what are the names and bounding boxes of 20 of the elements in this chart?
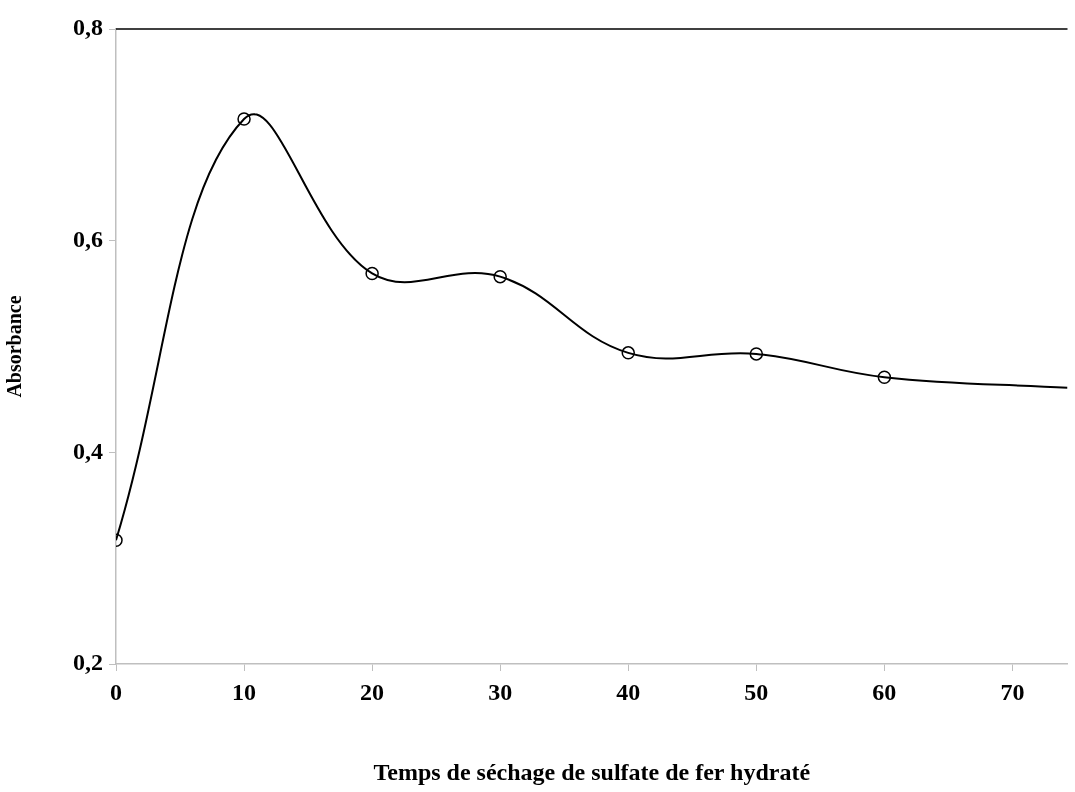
x-tick-label: 20 — [360, 678, 385, 705]
x-tick-label: 50 — [744, 678, 769, 705]
x-axis-title: Temps de séchage de sulfate de fer hydraté — [373, 758, 811, 785]
y-tick-label: 0,4 — [73, 437, 103, 464]
y-tick-label: 0,8 — [73, 14, 103, 41]
point — [877, 370, 892, 384]
point — [237, 112, 251, 126]
y-tick-label: 0,2 — [73, 649, 103, 676]
y-axis-title: Absorbance — [3, 295, 26, 398]
x-tick-label: 70 — [1000, 678, 1025, 705]
point — [493, 269, 507, 284]
x-tick-label: 40 — [616, 678, 641, 705]
point — [365, 266, 379, 281]
y-tick-label: 0,6 — [73, 225, 103, 252]
point — [621, 346, 635, 360]
x-tick-label: 60 — [872, 678, 897, 705]
x-tick-label: 10 — [232, 678, 257, 705]
x-tick-label: 0 — [110, 678, 122, 705]
point — [749, 347, 764, 361]
x-tick-label: 30 — [488, 678, 513, 705]
